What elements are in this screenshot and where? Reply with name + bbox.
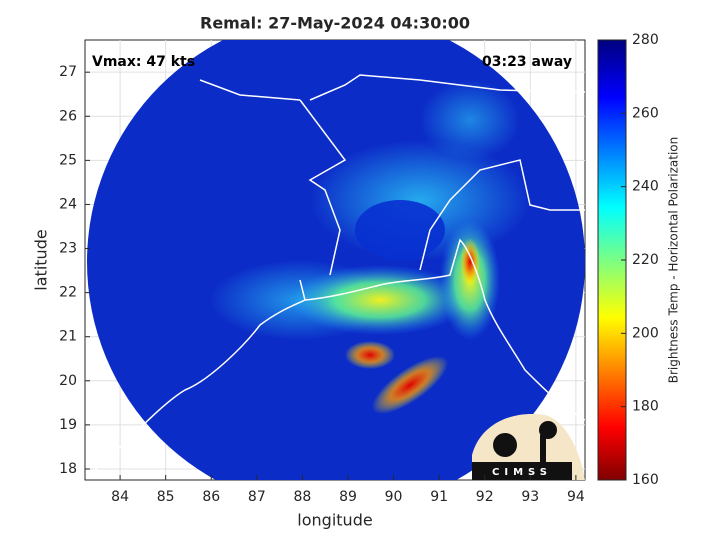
chart-title: Remal: 27-May-2024 04:30:00 [200, 14, 470, 33]
x-tick-label: 86 [202, 489, 220, 505]
y-tick-label: 24 [59, 196, 77, 212]
y-tick-label: 18 [59, 461, 77, 477]
colorbar-tick-label: 160 [632, 472, 659, 488]
x-tick-label: 94 [567, 489, 585, 505]
logo: CIMSS [472, 414, 585, 480]
colorbar-tick-label: 200 [632, 325, 659, 341]
x-tick-label: 88 [293, 489, 311, 505]
y-tick-label: 22 [59, 285, 77, 301]
x-tick-label: 90 [385, 489, 403, 505]
colorbar-tick-label: 240 [632, 179, 659, 195]
colorbar-tick-label: 220 [632, 252, 659, 268]
annotation: 03:23 away [482, 54, 572, 70]
x-tick-label: 87 [248, 489, 266, 505]
logo-text: CIMSS [492, 467, 552, 478]
x-tick-label: 84 [111, 489, 129, 505]
y-tick-label: 19 [59, 417, 77, 433]
y-tick-label: 21 [59, 329, 77, 345]
y-tick-label: 23 [59, 241, 77, 257]
y-tick-label: 20 [59, 373, 77, 389]
colorbar-tick-label: 180 [632, 399, 659, 415]
annotation: Vmax: 47 kts [92, 54, 195, 70]
y-tick-label: 25 [59, 152, 77, 168]
x-tick-label: 91 [430, 489, 448, 505]
x-tick-label: 89 [339, 489, 357, 505]
x-axis-label: longitude [297, 511, 372, 530]
x-tick-label: 85 [157, 489, 175, 505]
colorbar-tick-label: 260 [632, 105, 659, 121]
colorbar-label: Brightness Temp - Horizontal Polarizatio… [667, 137, 681, 384]
y-tick-label: 26 [59, 108, 77, 124]
x-tick-label: 93 [521, 489, 539, 505]
y-tick-label: 27 [59, 64, 77, 80]
colorbar-tick-label: 280 [632, 32, 659, 48]
imagery [87, 40, 585, 480]
x-tick-label: 92 [476, 489, 494, 505]
y-axis-label: latitude [32, 229, 51, 290]
